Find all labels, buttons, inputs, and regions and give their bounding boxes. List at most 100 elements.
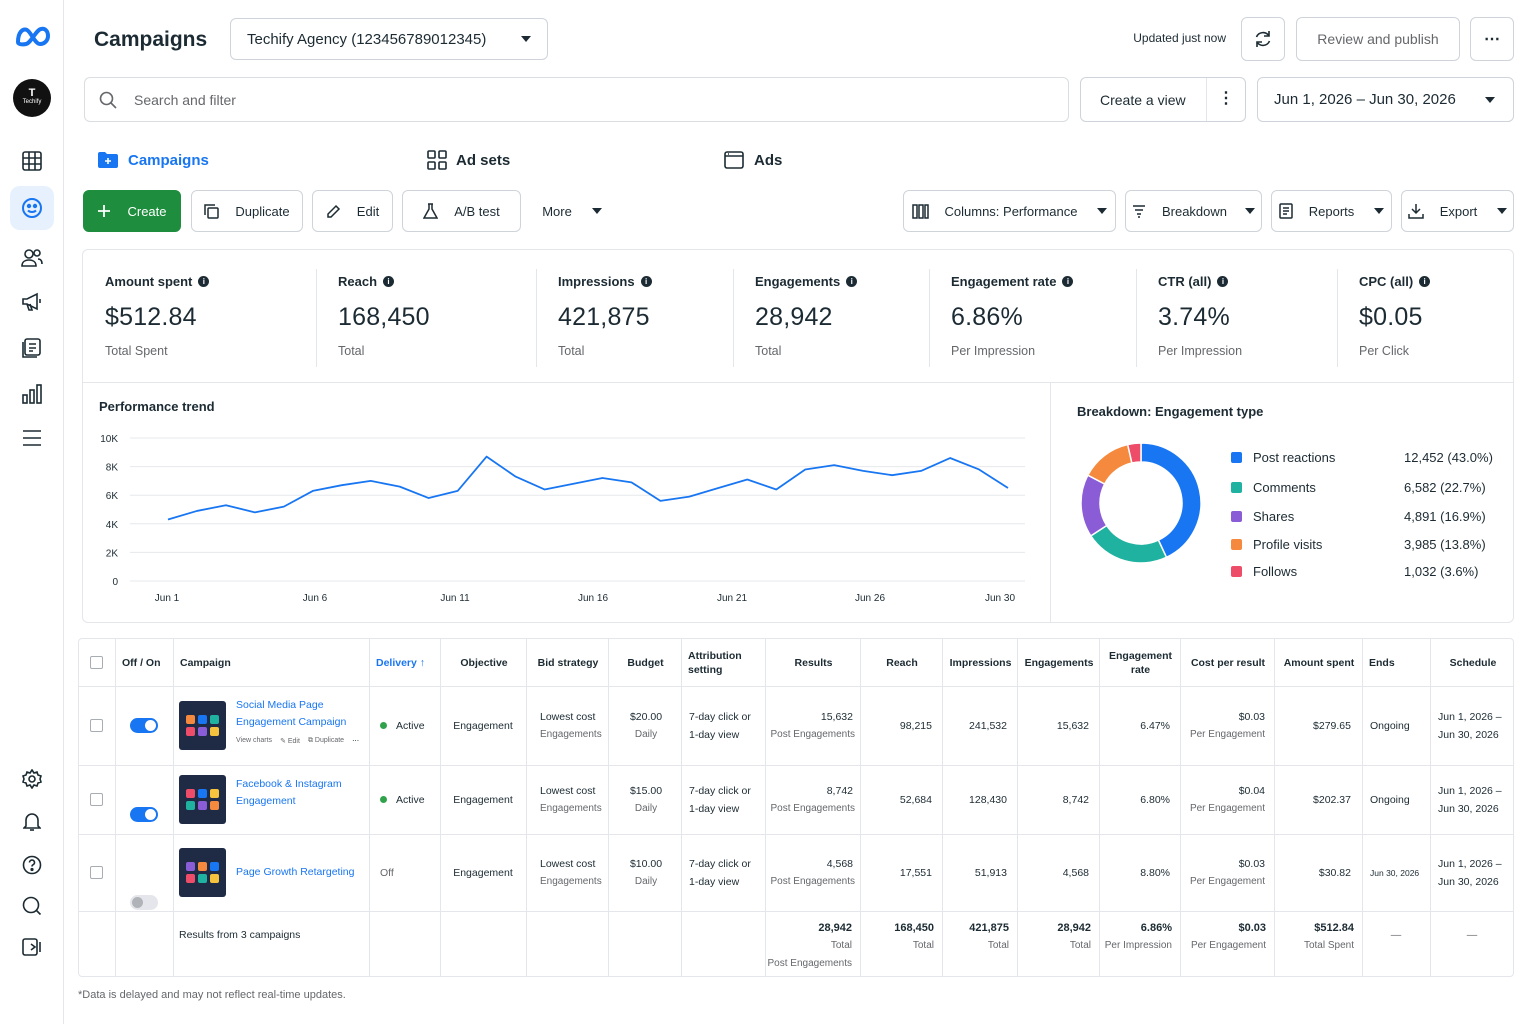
campaign-name-link[interactable]: Facebook & Instagram Engagement <box>236 778 342 807</box>
columns-dropdown[interactable]: Columns: Performance <box>903 190 1116 232</box>
tab-campaigns[interactable]: Campaigns <box>84 137 400 183</box>
column-header-objective[interactable]: Objective <box>447 640 521 686</box>
info-icon[interactable]: i <box>198 276 210 287</box>
objective-cell: Engagement <box>453 719 513 732</box>
search-placeholder: Search and filter <box>134 91 236 108</box>
row-checkbox[interactable] <box>90 718 103 732</box>
delivery-status: Active <box>380 717 425 735</box>
search-input[interactable]: Search and filter <box>84 77 1069 122</box>
settings-gear-icon[interactable] <box>16 763 48 795</box>
analytics-bar-icon[interactable] <box>16 378 48 410</box>
column-header-eng-rate[interactable]: Engagement rate <box>1106 640 1175 686</box>
feedback-icon[interactable] <box>16 931 48 963</box>
create-view-button[interactable]: Create a view <box>1080 77 1246 122</box>
ads-manager-icon[interactable] <box>10 186 54 230</box>
row-edit-link[interactable]: ✎ Edit <box>280 737 300 745</box>
create-button[interactable]: Create <box>83 190 181 232</box>
bid-strategy-cell: Lowest cost Engagements <box>540 708 602 744</box>
more-dropdown[interactable]: More <box>532 190 612 232</box>
more-options-button[interactable]: ⋯ <box>1470 17 1514 61</box>
menu-icon[interactable] <box>16 422 48 454</box>
campaign-on-off-toggle[interactable] <box>130 806 158 822</box>
column-header-cpr[interactable]: Cost per result <box>1187 640 1269 686</box>
audiences-icon[interactable] <box>16 242 48 274</box>
pages-icon[interactable] <box>16 332 48 364</box>
legend-swatch <box>1231 566 1242 577</box>
total-results: 28,942 Total Post Engagements <box>765 919 853 973</box>
donut-slice-shares[interactable] <box>1080 474 1108 537</box>
info-icon[interactable]: i <box>1062 276 1074 287</box>
column-header-spent[interactable]: Amount spent <box>1281 640 1357 686</box>
campaign-name-link[interactable]: Page Growth Retargeting <box>236 865 355 878</box>
campaign-on-off-toggle[interactable] <box>130 894 158 910</box>
budget-cell: $10.00 Daily <box>608 855 684 891</box>
cost-per-result-cell: $0.03 Per Engagement <box>1180 855 1265 891</box>
campaign-megaphone-icon[interactable] <box>16 286 48 318</box>
tab-ads[interactable]: Ads <box>710 137 976 183</box>
chevron-down-icon <box>1374 208 1385 214</box>
help-icon[interactable] <box>16 849 48 881</box>
delivery-status: Off <box>380 864 394 882</box>
notifications-bell-icon[interactable] <box>16 806 48 838</box>
column-header-attr[interactable]: Attribution setting <box>688 640 760 686</box>
duplicate-button[interactable]: Duplicate <box>191 190 303 232</box>
tab-ad-sets[interactable]: Ad sets <box>413 137 695 183</box>
info-icon[interactable]: i <box>640 276 652 287</box>
row-checkbox[interactable] <box>90 792 103 806</box>
metric-subtext: Total <box>338 344 365 358</box>
edit-button[interactable]: Edit <box>312 190 393 232</box>
donut-slice-comments[interactable] <box>1089 524 1168 564</box>
duplicate-label: Duplicate <box>235 203 290 219</box>
info-icon[interactable]: i <box>1217 276 1229 287</box>
info-icon[interactable]: i <box>1419 276 1431 287</box>
info-icon[interactable]: i <box>846 276 858 287</box>
select-all-checkbox[interactable] <box>90 656 103 669</box>
column-header-reach[interactable]: Reach <box>867 640 937 686</box>
column-header-campaign[interactable]: Campaign <box>180 640 364 686</box>
column-header-off-on[interactable]: Off / On <box>122 640 168 686</box>
campaign-name-link[interactable]: Social Media Page Engagement Campaign <box>236 699 347 728</box>
ab-test-button[interactable]: A/B test <box>402 190 521 232</box>
column-header-label: Engagements <box>1024 657 1094 669</box>
budget-cell: $15.00 Daily <box>608 782 684 818</box>
total-eng-rate: 6.86% Per Impression <box>1099 919 1172 955</box>
all-tools-grid-icon[interactable] <box>16 145 48 177</box>
breakdown-dropdown[interactable]: Breakdown <box>1125 190 1262 232</box>
account-avatar[interactable]: T Techify <box>13 79 51 117</box>
review-publish-button[interactable]: Review and publish <box>1296 17 1460 61</box>
column-header-delivery[interactable]: Delivery ↑ <box>376 640 435 686</box>
trend-title: Performance trend <box>99 399 215 414</box>
meta-logo-icon[interactable] <box>14 24 52 50</box>
column-header-bid[interactable]: Bid strategy <box>533 640 603 686</box>
view-options-icon[interactable]: ⋮ <box>1218 90 1234 107</box>
column-header-schedule[interactable]: Schedule <box>1437 640 1509 686</box>
column-header-impressions[interactable]: Impressions <box>949 640 1012 686</box>
column-header-budget[interactable]: Budget <box>615 640 676 686</box>
view-charts-link[interactable]: View charts <box>236 737 273 744</box>
column-header-label: Ends <box>1369 657 1395 669</box>
donut-slice-profile-visits[interactable] <box>1086 443 1133 486</box>
refresh-button[interactable] <box>1241 17 1285 61</box>
metric-value: $0.05 <box>1359 303 1423 331</box>
legend-value: 3,985 (13.8%) <box>1404 537 1486 552</box>
donut-slice-follows[interactable] <box>1126 442 1142 464</box>
row-checkbox[interactable] <box>90 865 103 879</box>
donut-slice-post-reactions[interactable] <box>1140 442 1202 559</box>
metric-label-text: Impressions <box>558 274 635 289</box>
campaign-on-off-toggle[interactable] <box>130 717 158 733</box>
reports-dropdown[interactable]: Reports <box>1271 190 1392 232</box>
search-help-icon[interactable] <box>16 890 48 922</box>
export-dropdown[interactable]: Export <box>1401 190 1514 232</box>
row-more-icon[interactable]: ⋯ <box>352 738 360 745</box>
column-header-label: Impressions <box>949 657 1012 669</box>
info-icon[interactable]: i <box>383 276 395 287</box>
eng-rate-cell: 8.80% <box>1140 866 1170 879</box>
column-header-ends[interactable]: Ends <box>1369 640 1425 686</box>
date-range-picker[interactable]: Jun 1, 2026 – Jun 30, 2026 <box>1257 77 1514 122</box>
column-header-engagements[interactable]: Engagements <box>1024 640 1094 686</box>
row-duplicate-link[interactable]: ⧉ Duplicate <box>308 737 344 745</box>
ends-cell: Ongoing <box>1370 793 1410 806</box>
metric-subtext: Total Spent <box>105 344 168 358</box>
column-header-results[interactable]: Results <box>772 640 855 686</box>
account-selector[interactable]: Techify Agency (123456789012345) <box>230 18 548 60</box>
